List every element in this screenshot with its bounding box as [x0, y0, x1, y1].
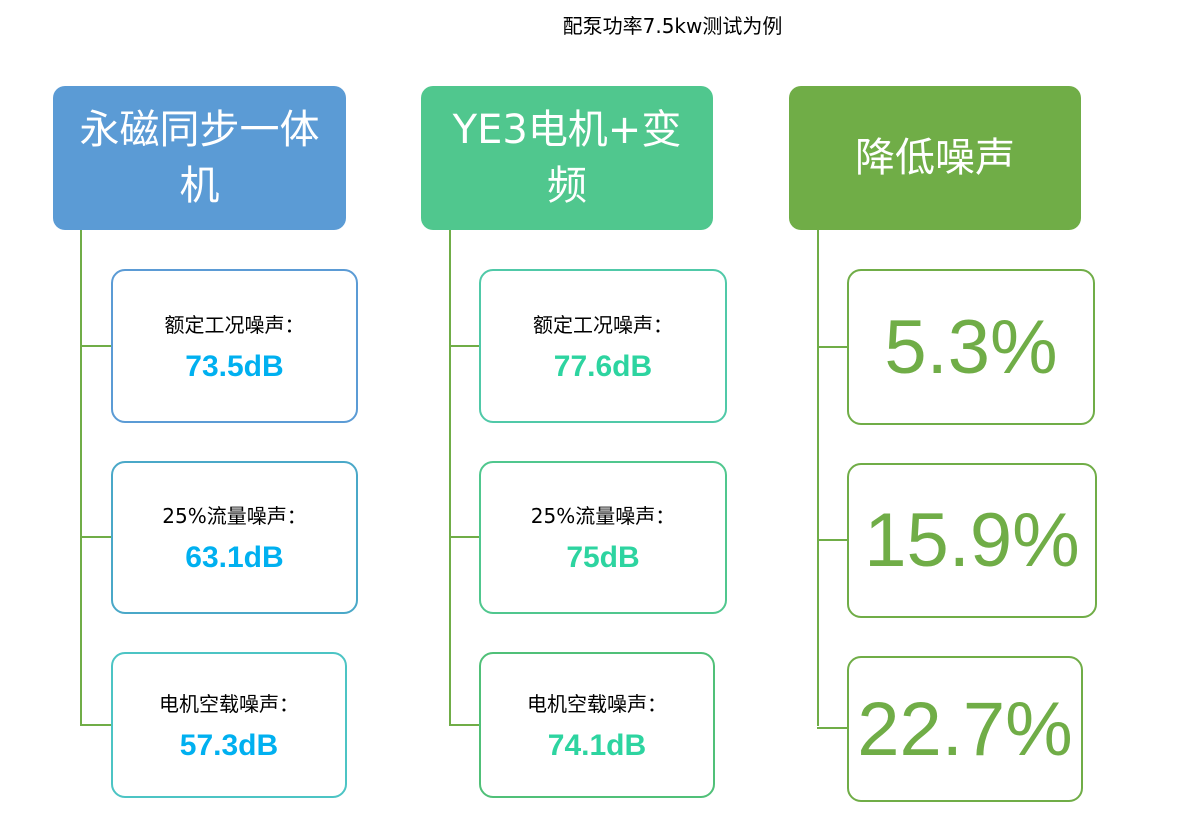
- item-value: 77.6dB: [553, 349, 653, 383]
- reduction-value: 15.9%: [864, 498, 1080, 583]
- connector-branch: [817, 539, 847, 541]
- connector-trunk: [817, 230, 819, 726]
- connector-branch: [449, 724, 479, 726]
- diagram-title: 配泵功率7.5kw测试为例: [562, 14, 783, 38]
- pmsm-noload-box: 电机空载噪声： 57.3dB: [111, 652, 347, 798]
- connector-branch: [449, 536, 479, 538]
- item-label: 电机空载噪声：: [527, 691, 667, 716]
- pmsm-25-box: 25%流量噪声： 63.1dB: [111, 461, 358, 614]
- reduction-noload-box: 22.7%: [847, 656, 1083, 802]
- connector-trunk: [449, 230, 451, 726]
- item-label: 额定工况噪声：: [164, 312, 305, 337]
- reduction-rated-box: 5.3%: [847, 269, 1095, 425]
- item-label: 25%流量噪声：: [162, 504, 307, 528]
- item-label: 25%流量噪声：: [530, 504, 676, 528]
- header-ye3: YE3电机+变频: [421, 86, 713, 230]
- header-reduction: 降低噪声: [789, 86, 1081, 230]
- ye3-25-box: 25%流量噪声： 75dB: [479, 461, 727, 614]
- item-value: 74.1dB: [547, 728, 647, 762]
- ye3-noload-box: 电机空载噪声： 74.1dB: [479, 652, 715, 798]
- ye3-rated-box: 额定工况噪声： 77.6dB: [479, 269, 727, 423]
- reduction-value: 22.7%: [857, 686, 1073, 772]
- connector-branch: [817, 346, 847, 348]
- item-label: 额定工况噪声：: [533, 312, 673, 337]
- connector-branch: [80, 345, 111, 347]
- connector-branch: [80, 536, 111, 538]
- reduction-25-box: 15.9%: [847, 463, 1097, 618]
- connector-trunk: [80, 230, 82, 726]
- item-value: 63.1dB: [185, 541, 284, 574]
- pmsm-rated-box: 额定工况噪声： 73.5dB: [111, 269, 358, 423]
- connector-branch: [817, 727, 847, 729]
- item-value: 57.3dB: [179, 728, 279, 762]
- item-value: 75dB: [566, 541, 640, 574]
- item-label: 电机空载噪声：: [159, 691, 299, 716]
- reduction-value: 5.3%: [884, 304, 1058, 390]
- connector-branch: [80, 724, 111, 726]
- connector-branch: [449, 345, 479, 347]
- item-value: 73.5dB: [185, 349, 284, 383]
- header-pmsm: 永磁同步一体机: [53, 86, 346, 230]
